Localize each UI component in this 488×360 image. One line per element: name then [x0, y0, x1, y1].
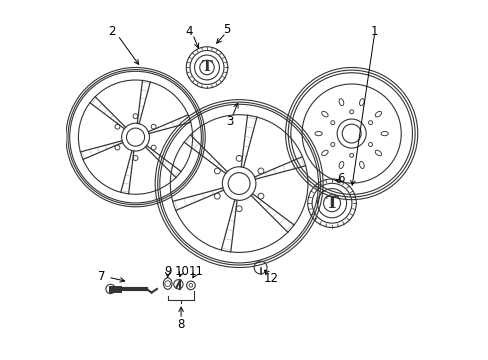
Text: 8: 8 — [177, 318, 184, 331]
Text: 6: 6 — [337, 172, 344, 185]
Text: 10: 10 — [174, 265, 189, 278]
Text: T: T — [201, 60, 212, 75]
Text: 4: 4 — [185, 25, 192, 38]
Text: 9: 9 — [163, 265, 171, 278]
Text: 7: 7 — [98, 270, 105, 283]
Text: T: T — [325, 195, 338, 212]
Text: 3: 3 — [226, 114, 233, 127]
Text: 12: 12 — [263, 272, 278, 285]
Text: 1: 1 — [370, 25, 378, 38]
Text: 5: 5 — [223, 23, 230, 36]
Text: 2: 2 — [108, 25, 116, 38]
Text: 11: 11 — [188, 265, 203, 278]
